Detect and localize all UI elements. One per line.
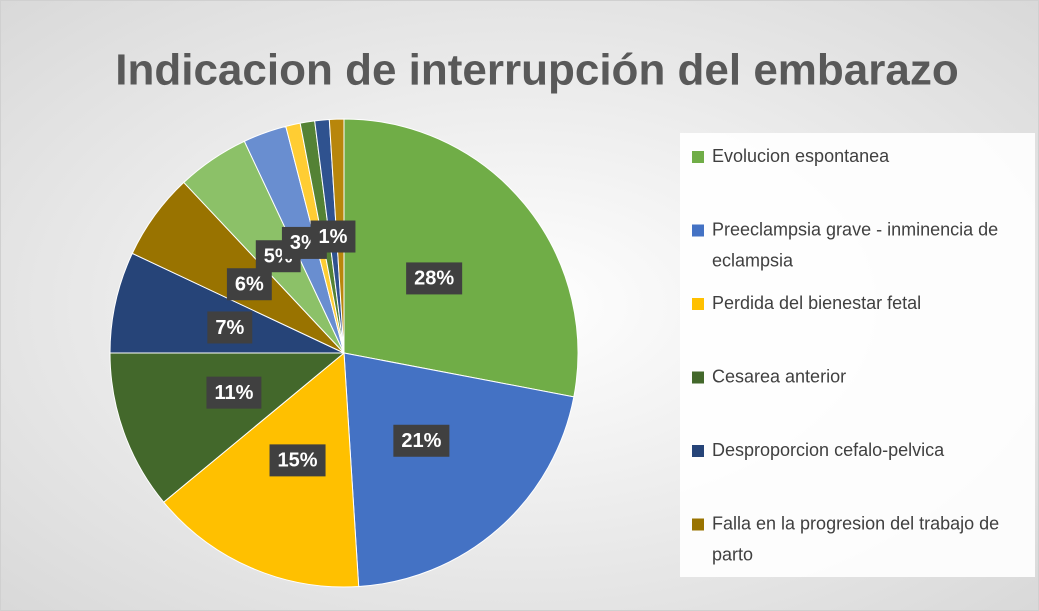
- data-label-text: 28%: [414, 268, 454, 290]
- data-label-box: [206, 376, 262, 409]
- data-label: 15%: [269, 444, 326, 477]
- data-label: 11%: [206, 376, 262, 409]
- data-label-box: [269, 444, 326, 477]
- data-label: 7%: [207, 311, 253, 344]
- data-label: 28%: [406, 262, 463, 295]
- legend-swatch: [692, 224, 704, 237]
- data-label-text: 15%: [278, 450, 318, 472]
- data-label: 6%: [226, 268, 272, 301]
- pie-slice: [109, 252, 345, 354]
- legend-box: [680, 133, 1035, 577]
- data-label-text: 6%: [235, 274, 264, 296]
- legend-label: Perdida del bienestar fetal: [712, 293, 921, 313]
- legend-label: Evolucion espontanea: [712, 146, 890, 166]
- data-label-box: [393, 424, 450, 457]
- data-label-text: 1%: [319, 226, 348, 248]
- pie-slice: [162, 351, 360, 588]
- data-label-text: 11%: [214, 382, 253, 404]
- data-label-box: [310, 220, 356, 253]
- data-label-box: [226, 268, 272, 301]
- data-label: 1%: [310, 220, 356, 253]
- data-label-text: 7%: [215, 317, 244, 339]
- legend-swatch: [692, 518, 704, 531]
- pie-slice: [109, 352, 346, 503]
- pie-slice: [343, 118, 579, 398]
- legend-swatch: [692, 371, 704, 384]
- data-label-box: [406, 262, 463, 295]
- legend-swatch: [692, 151, 704, 163]
- legend-label: Falla en la progresion del trabajo de par…: [712, 513, 999, 564]
- legend-label: Desproporcion cefalo-pelvica: [712, 440, 945, 460]
- legend-swatch: [692, 445, 704, 457]
- data-label: 21%: [393, 424, 450, 457]
- data-label-text: 21%: [401, 430, 441, 452]
- legend-label: Cesarea anterior: [712, 366, 846, 386]
- data-label-box: [207, 311, 253, 344]
- legend-swatch: [692, 298, 704, 310]
- legend-label: Preeclampsia grave - inminencia de eclamp…: [712, 219, 998, 270]
- chart-title: Indicacion de interrupción del embarazo: [115, 46, 959, 95]
- pie-slice: [343, 352, 575, 588]
